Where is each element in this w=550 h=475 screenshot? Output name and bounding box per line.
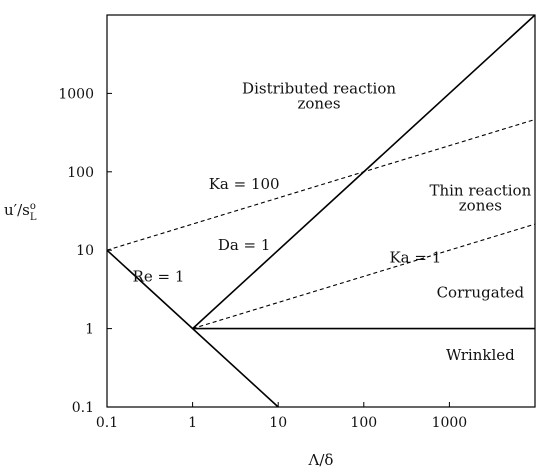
annotation-line: Re = 1 — [133, 267, 185, 285]
annotation-line: Ka = 1 — [389, 248, 441, 266]
x-tick-label: 100 — [350, 415, 377, 431]
y-axis-label-base: u′/s — [4, 201, 30, 219]
annotation-thin: Thin reaction zones — [429, 181, 531, 214]
annotation-da1: Da = 1 — [218, 236, 271, 254]
annotation-line: Corrugated — [437, 283, 525, 301]
annotation-ka100: Ka = 100 — [209, 175, 280, 193]
y-tick-label: 1000 — [58, 86, 94, 102]
y-axis-label-sub: L — [30, 212, 37, 223]
annotation-line: Distributed reaction — [242, 79, 396, 97]
x-tick-label: 0.1 — [96, 415, 118, 431]
x-tick-label: 10 — [269, 415, 287, 431]
x-tick-label: 1 — [188, 415, 197, 431]
annotation-line: Da = 1 — [218, 236, 271, 254]
annotation-corrugated: Corrugated — [437, 283, 525, 301]
y-axis-label-sup: o — [30, 201, 36, 212]
y-tick-label: 10 — [76, 243, 94, 259]
y-tick-label: 0.1 — [72, 400, 94, 416]
annotation-line: zones — [459, 196, 502, 214]
annotation-line: Ka = 100 — [209, 175, 280, 193]
x-axis-label: Λ/δ — [308, 451, 334, 469]
annotation-ka1: Ka = 1 — [389, 248, 441, 266]
plot-frame — [106, 14, 536, 408]
annotation-line: zones — [297, 94, 340, 112]
regime-lines — [106, 14, 536, 408]
axis-ticks: 0.1 1 10 100 1000 0.1 1 10 100 1000 — [58, 86, 467, 431]
boundary-line-ka100 — [106, 118, 536, 251]
annotation-line: Wrinkled — [446, 346, 515, 364]
annotation-re1: Re = 1 — [133, 267, 185, 285]
annotation-wrinkled: Wrinkled — [446, 346, 515, 364]
x-tick-label: 1000 — [432, 415, 468, 431]
y-axis-label: u′/so L — [4, 201, 37, 223]
y-tick-label: 1 — [85, 322, 94, 338]
boundary-line-ka1 — [192, 223, 536, 330]
annotation-line: Thin reaction — [429, 181, 531, 199]
y-tick-label: 100 — [67, 165, 94, 181]
annotation-distributed: Distributed reaction zones — [242, 79, 396, 112]
